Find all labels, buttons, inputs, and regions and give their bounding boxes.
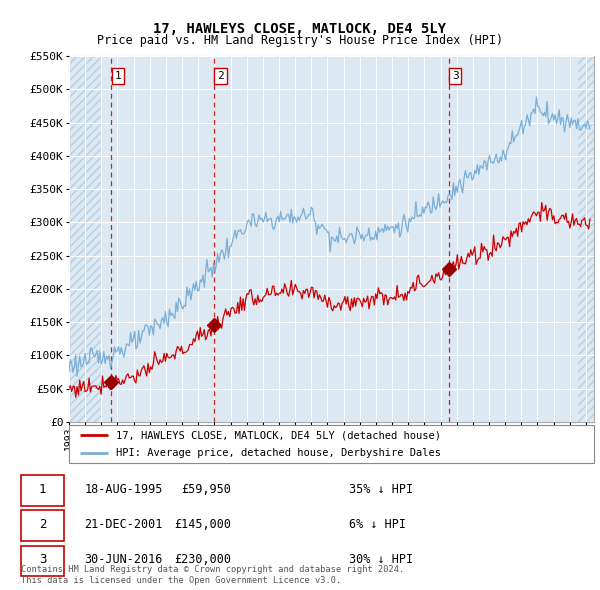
FancyBboxPatch shape bbox=[21, 510, 64, 541]
Text: HPI: Average price, detached house, Derbyshire Dales: HPI: Average price, detached house, Derb… bbox=[116, 448, 441, 458]
Text: 6% ↓ HPI: 6% ↓ HPI bbox=[349, 518, 406, 531]
FancyBboxPatch shape bbox=[69, 425, 594, 463]
Text: 30% ↓ HPI: 30% ↓ HPI bbox=[349, 553, 413, 566]
Text: 17, HAWLEYS CLOSE, MATLOCK, DE4 5LY (detached house): 17, HAWLEYS CLOSE, MATLOCK, DE4 5LY (det… bbox=[116, 430, 441, 440]
Text: 1: 1 bbox=[115, 71, 121, 81]
Text: 3: 3 bbox=[452, 71, 458, 81]
Text: 18-AUG-1995: 18-AUG-1995 bbox=[84, 483, 163, 496]
Text: Price paid vs. HM Land Registry's House Price Index (HPI): Price paid vs. HM Land Registry's House … bbox=[97, 34, 503, 47]
Text: Contains HM Land Registry data © Crown copyright and database right 2024.
This d: Contains HM Land Registry data © Crown c… bbox=[21, 565, 404, 585]
Text: 1: 1 bbox=[39, 483, 46, 496]
FancyBboxPatch shape bbox=[21, 475, 64, 506]
Text: 2: 2 bbox=[217, 71, 224, 81]
Text: £230,000: £230,000 bbox=[174, 553, 231, 566]
Bar bbox=[69, 56, 101, 422]
Text: 3: 3 bbox=[39, 553, 46, 566]
Text: 35% ↓ HPI: 35% ↓ HPI bbox=[349, 483, 413, 496]
Bar bbox=[578, 56, 594, 422]
Text: 2: 2 bbox=[39, 518, 46, 531]
Text: 17, HAWLEYS CLOSE, MATLOCK, DE4 5LY: 17, HAWLEYS CLOSE, MATLOCK, DE4 5LY bbox=[154, 22, 446, 37]
Text: 21-DEC-2001: 21-DEC-2001 bbox=[84, 518, 163, 531]
FancyBboxPatch shape bbox=[21, 546, 64, 576]
Text: £145,000: £145,000 bbox=[174, 518, 231, 531]
Text: £59,950: £59,950 bbox=[181, 483, 231, 496]
Text: 30-JUN-2016: 30-JUN-2016 bbox=[84, 553, 163, 566]
